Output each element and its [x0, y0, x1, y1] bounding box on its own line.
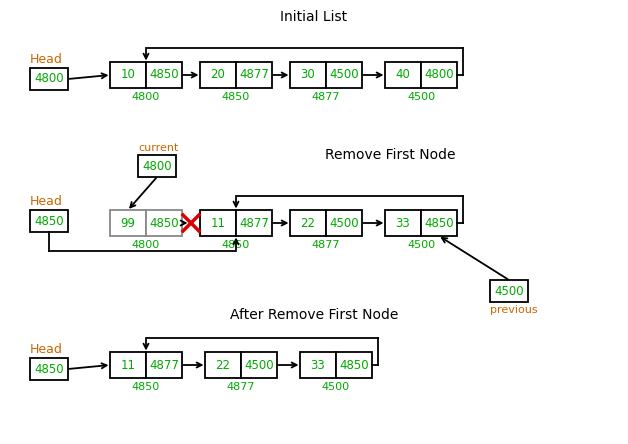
Text: 4800: 4800 — [132, 240, 160, 250]
Text: 4500: 4500 — [329, 217, 359, 230]
Bar — [326, 210, 362, 236]
Bar — [421, 210, 457, 236]
Text: 99: 99 — [121, 217, 136, 230]
Text: Head: Head — [30, 343, 63, 356]
Bar — [300, 352, 336, 378]
Text: 4800: 4800 — [132, 92, 160, 102]
Bar — [236, 62, 272, 88]
Text: 4850: 4850 — [222, 240, 250, 250]
Text: 22: 22 — [301, 217, 315, 230]
Text: 4500: 4500 — [322, 382, 350, 392]
Text: 4850: 4850 — [222, 92, 250, 102]
Text: 4500: 4500 — [407, 240, 435, 250]
Text: 33: 33 — [396, 217, 410, 230]
Text: 4500: 4500 — [329, 68, 359, 82]
Text: 4877: 4877 — [239, 68, 269, 82]
Bar — [241, 352, 277, 378]
Bar — [30, 68, 68, 90]
Bar — [290, 210, 326, 236]
Text: 4850: 4850 — [132, 382, 160, 392]
Text: Head: Head — [30, 195, 63, 208]
Bar — [146, 210, 182, 236]
Text: 4500: 4500 — [244, 358, 274, 372]
Text: 10: 10 — [121, 68, 136, 82]
Text: 20: 20 — [210, 68, 225, 82]
Bar — [336, 352, 372, 378]
Bar — [110, 210, 146, 236]
Text: 11: 11 — [121, 358, 136, 372]
Bar — [30, 358, 68, 380]
Text: 4800: 4800 — [424, 68, 454, 82]
Text: 4877: 4877 — [311, 240, 340, 250]
Text: 11: 11 — [210, 217, 225, 230]
Text: 40: 40 — [396, 68, 411, 82]
Text: 4877: 4877 — [239, 217, 269, 230]
Text: previous: previous — [490, 305, 538, 315]
Bar — [385, 210, 421, 236]
Text: Head: Head — [30, 53, 63, 66]
Bar — [385, 62, 421, 88]
Bar — [290, 62, 326, 88]
Text: 4877: 4877 — [227, 382, 255, 392]
Text: 30: 30 — [301, 68, 315, 82]
Text: 4500: 4500 — [407, 92, 435, 102]
Text: 4500: 4500 — [494, 285, 524, 297]
Bar — [110, 62, 146, 88]
Text: current: current — [138, 143, 178, 153]
Text: 4877: 4877 — [149, 358, 179, 372]
Text: 4800: 4800 — [34, 72, 64, 86]
Text: After Remove First Node: After Remove First Node — [230, 308, 398, 322]
Text: 4850: 4850 — [149, 217, 179, 230]
Text: 4850: 4850 — [339, 358, 369, 372]
Text: 4850: 4850 — [149, 68, 179, 82]
Bar — [138, 155, 176, 177]
Text: 4877: 4877 — [311, 92, 340, 102]
Bar — [205, 352, 241, 378]
Bar — [490, 280, 528, 302]
Bar — [200, 62, 236, 88]
Text: 4850: 4850 — [34, 214, 64, 227]
Bar — [110, 352, 146, 378]
Bar — [236, 210, 272, 236]
Bar — [421, 62, 457, 88]
Bar — [146, 62, 182, 88]
Text: 4850: 4850 — [34, 362, 64, 376]
Bar — [326, 62, 362, 88]
Text: 22: 22 — [215, 358, 230, 372]
Bar — [146, 352, 182, 378]
Bar — [30, 210, 68, 232]
Text: Initial List: Initial List — [281, 10, 347, 24]
Text: Remove First Node: Remove First Node — [325, 148, 455, 162]
Text: 33: 33 — [311, 358, 325, 372]
Bar — [200, 210, 236, 236]
Text: 4800: 4800 — [142, 159, 172, 173]
Text: 4850: 4850 — [424, 217, 454, 230]
